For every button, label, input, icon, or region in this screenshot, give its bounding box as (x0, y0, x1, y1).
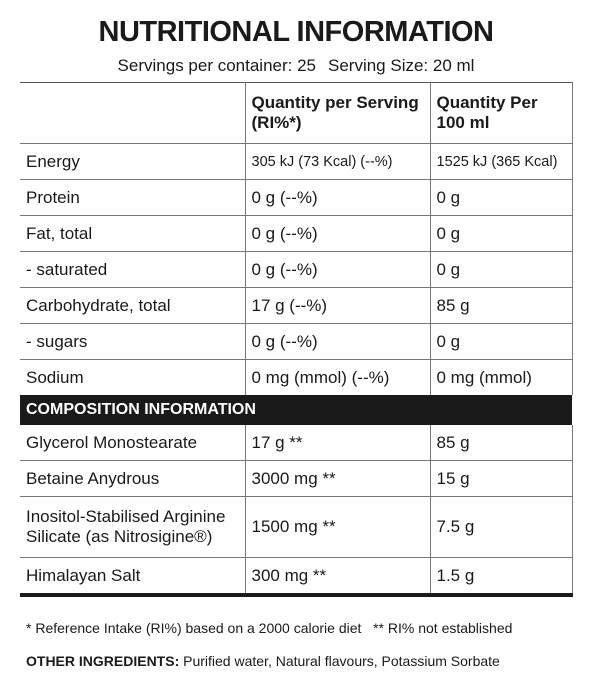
composition-row-cell: 1500 mg ** (245, 496, 431, 558)
nutrient-row-cell: - saturated (20, 251, 246, 288)
header-row: Quantity per Serving (RI%*) Quantity Per … (20, 82, 573, 144)
composition-header: COMPOSITION INFORMATION (20, 395, 572, 425)
nutrient-row-cell: 305 kJ (73 Kcal) (--%) (245, 143, 431, 180)
composition-row-cell: 7.5 g (430, 496, 573, 558)
nutrient-row: Energy 305 kJ (73 Kcal) (--%) 1525 kJ (365… (20, 143, 573, 180)
composition-row-cell: 85 g (430, 425, 573, 461)
nutrient-row: Carbohydrate, total 17 g (--%) 85 g (20, 287, 573, 324)
composition-row-cell: Inositol-Stabilised Arginine Silicate (a… (20, 496, 246, 558)
servings: Servings per container: 25 Serving Size: … (0, 56, 592, 76)
header-row-cell: Quantity per Serving (RI%*) (245, 82, 431, 144)
nutrient-row-cell: Protein (20, 179, 246, 216)
nutrient-row-cell: 0 g (--%) (245, 323, 431, 360)
nutrient-row-cell: Fat, total (20, 215, 246, 252)
composition-row-cell: Betaine Anydrous (20, 460, 246, 497)
nutrient-row-cell: Energy (20, 143, 246, 180)
header-row-cell: Quantity Per 100 ml (430, 82, 573, 144)
composition-row-cell: Himalayan Salt (20, 557, 246, 597)
composition-row: Inositol-Stabilised Arginine Silicate (a… (20, 496, 573, 558)
servings-per-container: Servings per container: 25 (117, 56, 316, 75)
nutrient-row-cell: 0 g (--%) (245, 251, 431, 288)
nutrient-row-cell: - sugars (20, 323, 246, 360)
title: NUTRITIONAL INFORMATION (98, 16, 495, 48)
other-ingredients-text: Purified water, Natural flavours, Potass… (183, 653, 500, 669)
nutrient-row-cell: 0 g (430, 323, 573, 360)
nutrient-row-cell: 85 g (430, 287, 573, 324)
other-ingredients-label: OTHER INGREDIENTS: (26, 653, 180, 669)
header-row-cell (20, 82, 246, 144)
serving-size: Serving Size: 20 ml (328, 56, 475, 75)
nutrient-row-cell: 1525 kJ (365 Kcal) (430, 143, 573, 180)
nutrient-row-cell: 0 mg (mmol) (--%) (245, 359, 431, 395)
nutrient-row-cell: 0 g (430, 251, 573, 288)
composition-row-cell: 1.5 g (430, 557, 573, 597)
composition-row-cell: 17 g ** (245, 425, 431, 461)
composition-row: Betaine Anydrous 3000 mg ** 15 g (20, 460, 573, 497)
nutrient-row: - saturated 0 g (--%) 0 g (20, 251, 573, 288)
nutrient-row-cell: Carbohydrate, total (20, 287, 246, 324)
nutrient-row: - sugars 0 g (--%) 0 g (20, 323, 573, 360)
nutrient-row-cell: 0 g (--%) (245, 215, 431, 252)
composition-row-cell: 300 mg ** (245, 557, 431, 597)
nutrient-row-cell: 0 g (--%) (245, 179, 431, 216)
footnote: * Reference Intake (RI%) based on a 2000… (26, 620, 513, 636)
nutrient-row-cell: Sodium (20, 359, 246, 395)
other-ingredients: OTHER INGREDIENTS: Purified water, Natur… (26, 653, 500, 669)
composition-title: COMPOSITION INFORMATION (20, 395, 572, 425)
nutrient-row-cell: 17 g (--%) (245, 287, 431, 324)
nutrient-row: Fat, total 0 g (--%) 0 g (20, 215, 573, 252)
nutrient-row-cell: 0 mg (mmol) (430, 359, 573, 395)
composition-row: Himalayan Salt 300 mg ** 1.5 g (20, 557, 573, 597)
composition-row-cell: Glycerol Monostearate (20, 425, 246, 461)
composition-row-cell: 15 g (430, 460, 573, 497)
nutrient-row: Sodium 0 mg (mmol) (--%) 0 mg (mmol) (20, 359, 573, 395)
nutrient-row-cell: 0 g (430, 179, 573, 216)
composition-row: Glycerol Monostearate 17 g ** 85 g (20, 425, 573, 461)
nutrient-row-cell: 0 g (430, 215, 573, 252)
nutrition-table: Quantity per Serving (RI%*) Quantity Per … (20, 82, 573, 597)
composition-row-cell: 3000 mg ** (245, 460, 431, 497)
nutrient-row: Protein 0 g (--%) 0 g (20, 179, 573, 216)
